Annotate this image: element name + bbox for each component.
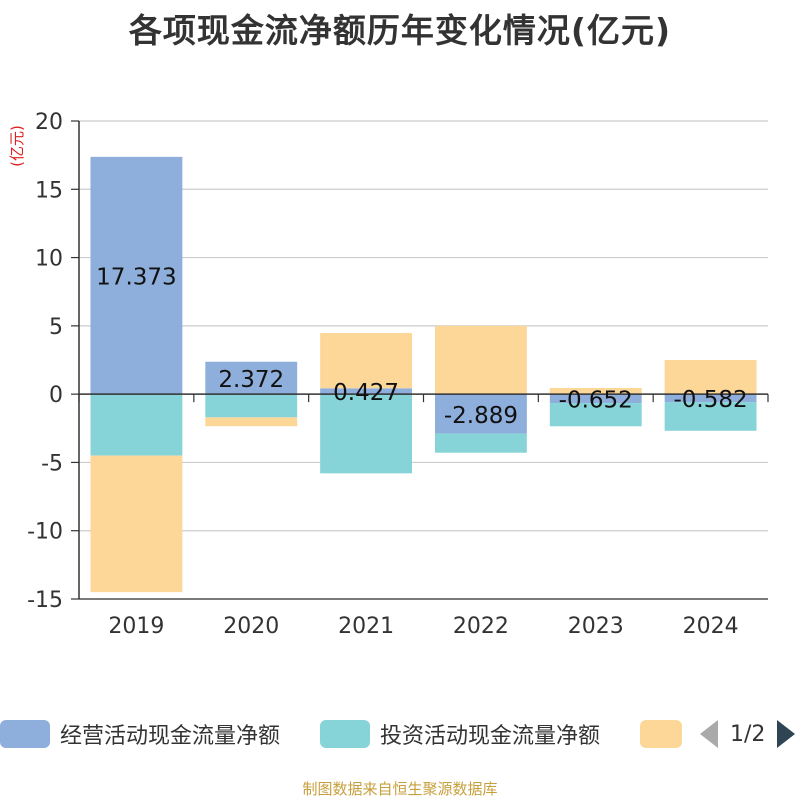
legend-swatch-operating — [0, 720, 50, 748]
y-tick-label-7: -15 — [27, 588, 63, 613]
y-tick-label-1: 15 — [35, 178, 63, 203]
x-tick-label-2023: 2023 — [568, 614, 624, 639]
data-label-2021: 0.427 — [333, 380, 399, 406]
y-tick-label-4: 0 — [49, 383, 63, 408]
data-label-2023: -0.652 — [559, 388, 633, 414]
legend-label-operating: 经营活动现金流量净额 — [60, 724, 281, 749]
legend-item-third[interactable] — [640, 718, 682, 750]
next-page-icon[interactable] — [777, 720, 796, 748]
y-axis-label: (亿元) — [8, 125, 26, 167]
x-tick-label-2021: 2021 — [338, 614, 394, 639]
bar-s0-2023[interactable] — [549, 394, 642, 404]
axis-layer: 20 15 10 5 0 -5 -10 -15 2019 2020 2021 2022 2023 2024 — [27, 110, 769, 639]
bar-s1-2020[interactable] — [205, 394, 298, 418]
bar-s1-2022[interactable] — [434, 433, 527, 453]
x-tick-label-2019: 2019 — [108, 614, 164, 639]
data-label-2022: -2.889 — [444, 403, 518, 429]
previous-page-icon[interactable] — [700, 720, 718, 748]
legend-item-investing[interactable]: 投资活动现金流量净额 — [320, 718, 600, 750]
legend-swatch-third — [640, 720, 682, 748]
chart-title: 各项现金流净额历年变化情况(亿元) — [128, 11, 672, 50]
legend-item-operating[interactable]: 经营活动现金流量净额 — [0, 718, 280, 750]
legend-swatch-investing — [320, 720, 370, 748]
label-layer: 17.373 2.372 0.427 -2.889 -0.652 -0.582 — [96, 265, 747, 429]
bar-s2-2022[interactable] — [434, 325, 527, 395]
bar-s0-2022[interactable] — [434, 394, 527, 434]
bar-layer — [90, 156, 757, 593]
x-tick-label-2020: 2020 — [223, 614, 279, 639]
y-tick-label-6: -10 — [27, 520, 63, 545]
bar-s2-2023[interactable] — [549, 387, 642, 395]
data-label-2024: -0.582 — [674, 387, 748, 413]
bar-s2-2024[interactable] — [664, 360, 757, 395]
bar-s0-2024[interactable] — [664, 394, 757, 403]
bar-s0-2020[interactable] — [205, 361, 298, 395]
data-label-2020: 2.372 — [218, 367, 284, 393]
bar-s1-2021[interactable] — [320, 394, 413, 474]
bar-s0-2021[interactable] — [320, 388, 413, 395]
legend-label-investing: 投资活动现金流量净额 — [380, 724, 601, 749]
bar-s1-2023[interactable] — [549, 403, 642, 427]
bar-s2-2021[interactable] — [320, 332, 413, 389]
y-tick-label-3: 5 — [49, 315, 63, 340]
source-note: 制图数据来自恒生聚源数据库 — [302, 780, 498, 798]
y-tick-label-0: 20 — [35, 110, 63, 135]
bar-s1-2024[interactable] — [664, 402, 757, 431]
bar-s2-2019[interactable] — [90, 455, 183, 593]
x-tick-label-2024: 2024 — [683, 614, 739, 639]
page-indicator: 1/2 — [730, 721, 766, 747]
bar-s1-2019[interactable] — [90, 394, 183, 456]
data-label-2019: 17.373 — [96, 265, 176, 291]
bar-s2-2020[interactable] — [205, 417, 298, 427]
y-tick-label-2: 10 — [35, 247, 63, 272]
x-tick-label-2022: 2022 — [453, 614, 509, 639]
y-tick-label-5: -5 — [41, 451, 63, 476]
legend-pager: 1/2 — [700, 718, 796, 750]
bar-s0-2019[interactable] — [90, 156, 183, 395]
